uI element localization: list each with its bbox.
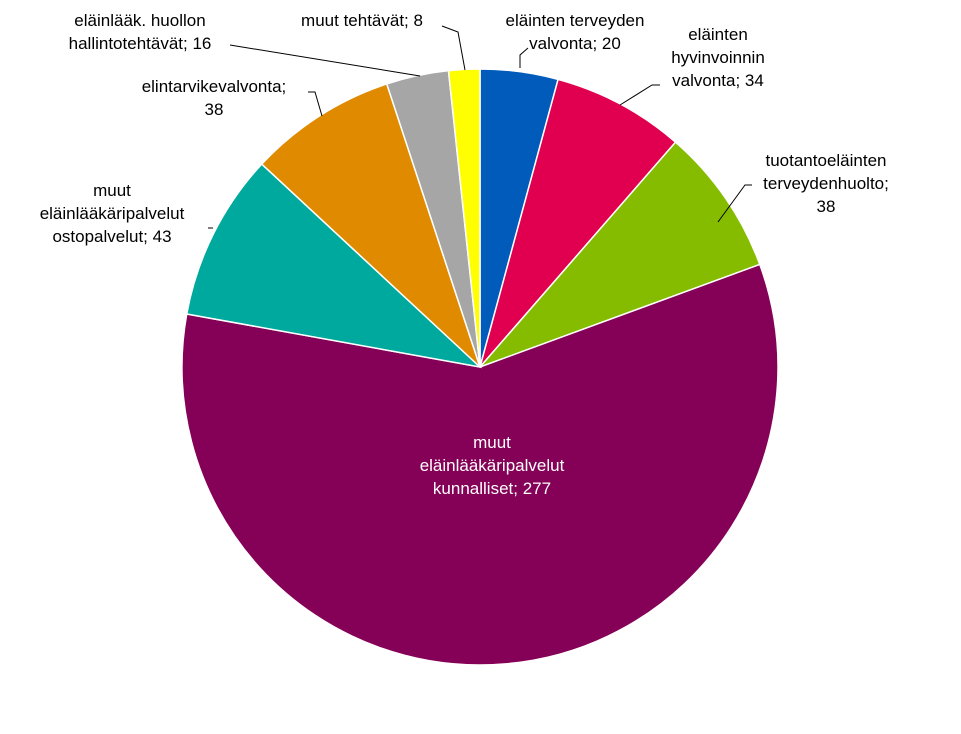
slice-label-line: hallintotehtävät; 16 [69,34,212,53]
leader-line-2 [717,184,752,223]
pie-slice-1 [479,78,677,368]
slice-label-line: 38 [817,197,836,216]
slice-label-line: muut [473,433,511,452]
leader-line-6 [229,44,421,77]
slice-label-line: muut tehtävät; 8 [301,11,423,30]
slice-label-line: ostopalvelut; 43 [52,227,171,246]
leader-lines [208,25,752,229]
slice-label-0: eläinten terveyden valvonta; 20 [506,11,645,53]
slice-label-line: tuotantoeläinten [766,151,887,170]
slice-label-3: muut eläinlääkäripalvelut kunnalliset; 277 [420,433,565,498]
slice-label-line: elintarvikevalvonta; [142,77,287,96]
leader-line-5 [308,91,323,117]
slice-label-line: valvonta; 34 [672,71,764,90]
pie-slice-7 [447,68,481,368]
leader-line-0 [519,47,529,68]
slice-label-line: muut [93,181,131,200]
slice-label-line: kunnalliset; 277 [433,479,551,498]
slice-label-1: eläinten hyvinvoinnin valvonta; 34 [671,25,765,90]
slice-label-4: muut eläinlääkäripalvelut ostopalvelut; 43 [40,181,185,246]
slice-label-5: elintarvikevalvonta; 38 [142,77,287,119]
slice-label-line: 38 [205,100,224,119]
pie-slice-3 [181,263,779,666]
slice-label-line: eläinten [688,25,748,44]
slice-label-line: hyvinvoinnin [671,48,765,67]
pie-slices [181,68,779,666]
slice-labels: eläinten terveyden valvonta; 20 eläinten hy… [40,11,889,498]
slice-label-line: terveydenhuolto; [763,174,889,193]
slice-label-line: eläinten terveyden [506,11,645,30]
slice-label-2: tuotantoeläinten terveydenhuolto; 38 [763,151,889,216]
leader-line-7 [441,25,466,71]
pie-slice-4 [185,163,483,369]
leader-line-1 [619,84,660,106]
slice-label-line: eläinlääk. huollon [74,11,205,30]
slice-label-line: eläinlääkäripalvelut [40,204,185,223]
slice-label-line: eläinlääkäripalvelut [420,456,565,475]
pie-slice-5 [260,83,481,368]
slice-label-line: valvonta; 20 [529,34,621,53]
pie-slice-2 [479,141,761,368]
slice-label-7: muut tehtävät; 8 [301,11,423,30]
slice-label-6: eläinlääk. huollon hallintotehtävät; 16 [69,11,212,53]
